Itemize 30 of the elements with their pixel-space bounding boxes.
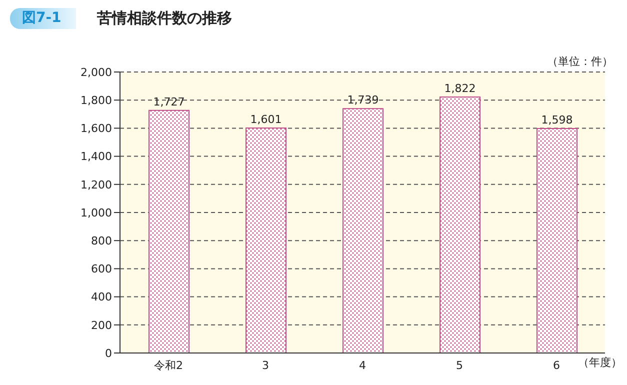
data-label: 1,727	[153, 95, 185, 108]
y-tick-label: 1,400	[80, 150, 112, 164]
y-tick-label: 400	[91, 290, 112, 304]
data-label: 1,822	[444, 82, 476, 96]
data-label: 1,739	[347, 94, 379, 107]
x-axis-title: （年度）	[578, 355, 622, 370]
y-tick-label: 2,000	[80, 66, 112, 79]
x-tick-label: 3	[262, 358, 269, 372]
y-tick-label: 800	[91, 234, 112, 248]
y-tick-label: 1,600	[80, 122, 112, 136]
y-axis-title: （単位：件）	[547, 54, 613, 69]
bar	[536, 128, 578, 353]
x-tick-label: 4	[359, 358, 366, 372]
bar	[342, 108, 384, 353]
bar	[148, 110, 190, 353]
y-tick-label: 600	[91, 262, 112, 276]
figure-badge: 図7-1	[10, 8, 76, 29]
x-tick-label: 5	[456, 358, 463, 372]
x-tick-label: 6	[553, 358, 560, 372]
bar	[440, 96, 480, 353]
y-tick-label: 1,000	[80, 206, 112, 220]
data-label: 1,601	[250, 113, 282, 126]
y-tick-label: 1,800	[80, 94, 112, 108]
y-tick-label: 200	[91, 318, 112, 332]
data-label: 1,598	[541, 113, 573, 126]
bar	[246, 128, 286, 353]
y-tick-label: 0	[105, 346, 112, 360]
y-tick-label: 1,200	[80, 178, 112, 192]
chart-title: 苦情相談件数の推移	[97, 8, 232, 29]
x-tick-label: 令和2	[154, 358, 183, 372]
